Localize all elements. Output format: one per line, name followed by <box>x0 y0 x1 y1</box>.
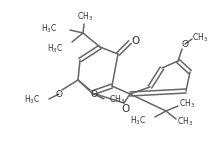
Text: H$_3$C: H$_3$C <box>24 94 40 106</box>
Text: H$_3$C: H$_3$C <box>41 23 57 35</box>
Text: CH$_3$: CH$_3$ <box>77 11 93 23</box>
Text: O: O <box>56 90 62 99</box>
Text: CH$_3$: CH$_3$ <box>192 32 208 44</box>
Text: O: O <box>90 90 97 99</box>
Text: O: O <box>181 40 189 49</box>
Text: O: O <box>121 104 129 114</box>
Text: CH$_3$: CH$_3$ <box>179 98 195 110</box>
Text: CH$_3$: CH$_3$ <box>109 94 125 106</box>
Text: CH$_3$: CH$_3$ <box>177 116 193 128</box>
Text: H$_3$C: H$_3$C <box>47 43 63 55</box>
Text: H$_3$C: H$_3$C <box>130 115 146 127</box>
Text: O: O <box>131 36 139 46</box>
